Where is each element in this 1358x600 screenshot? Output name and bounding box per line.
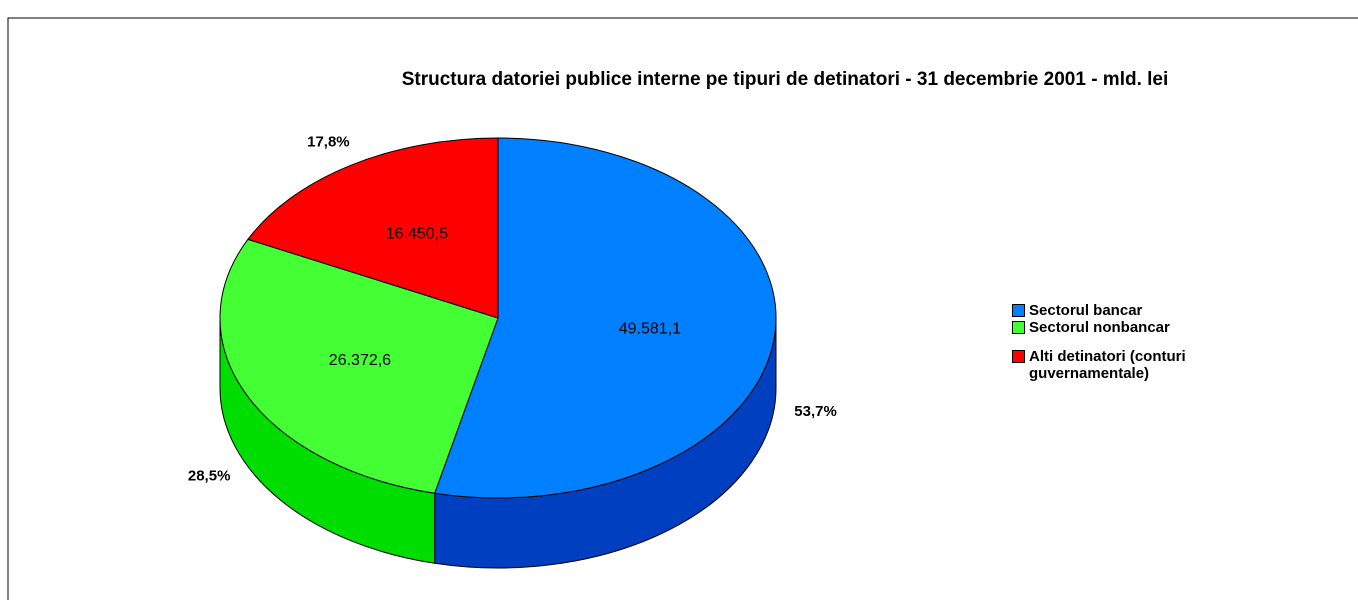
slice <box>247 137 499 319</box>
percent-label: 53,7% <box>794 403 837 420</box>
slice <box>219 238 499 494</box>
legend-swatch <box>1012 321 1025 334</box>
slice <box>434 137 777 499</box>
value-label: 16.450,5 <box>386 225 448 242</box>
legend-swatch <box>1012 350 1025 363</box>
legend-label: Alti detinatori (conturi guvernamentale) <box>1029 348 1186 382</box>
value-label: 26.372,6 <box>329 352 391 369</box>
legend-label: Sectorul bancar <box>1029 302 1143 319</box>
chart-title: Structura datoriei publice interne pe ti… <box>402 69 1169 90</box>
percent-label: 28,5% <box>188 468 231 485</box>
legend-swatch <box>1012 304 1025 317</box>
legend-label: Sectorul nonbancar <box>1029 319 1170 336</box>
legend: Sectorul bancar Sectorul nonbancar Alti de… <box>1012 302 1282 382</box>
legend-item: Sectorul bancar <box>1012 302 1282 319</box>
value-label: 49.581,1 <box>619 321 681 338</box>
percent-label: 17,8% <box>307 133 350 150</box>
legend-item: Sectorul nonbancar <box>1012 319 1282 336</box>
legend-item: Alti detinatori (conturi guvernamentale) <box>1012 348 1282 382</box>
